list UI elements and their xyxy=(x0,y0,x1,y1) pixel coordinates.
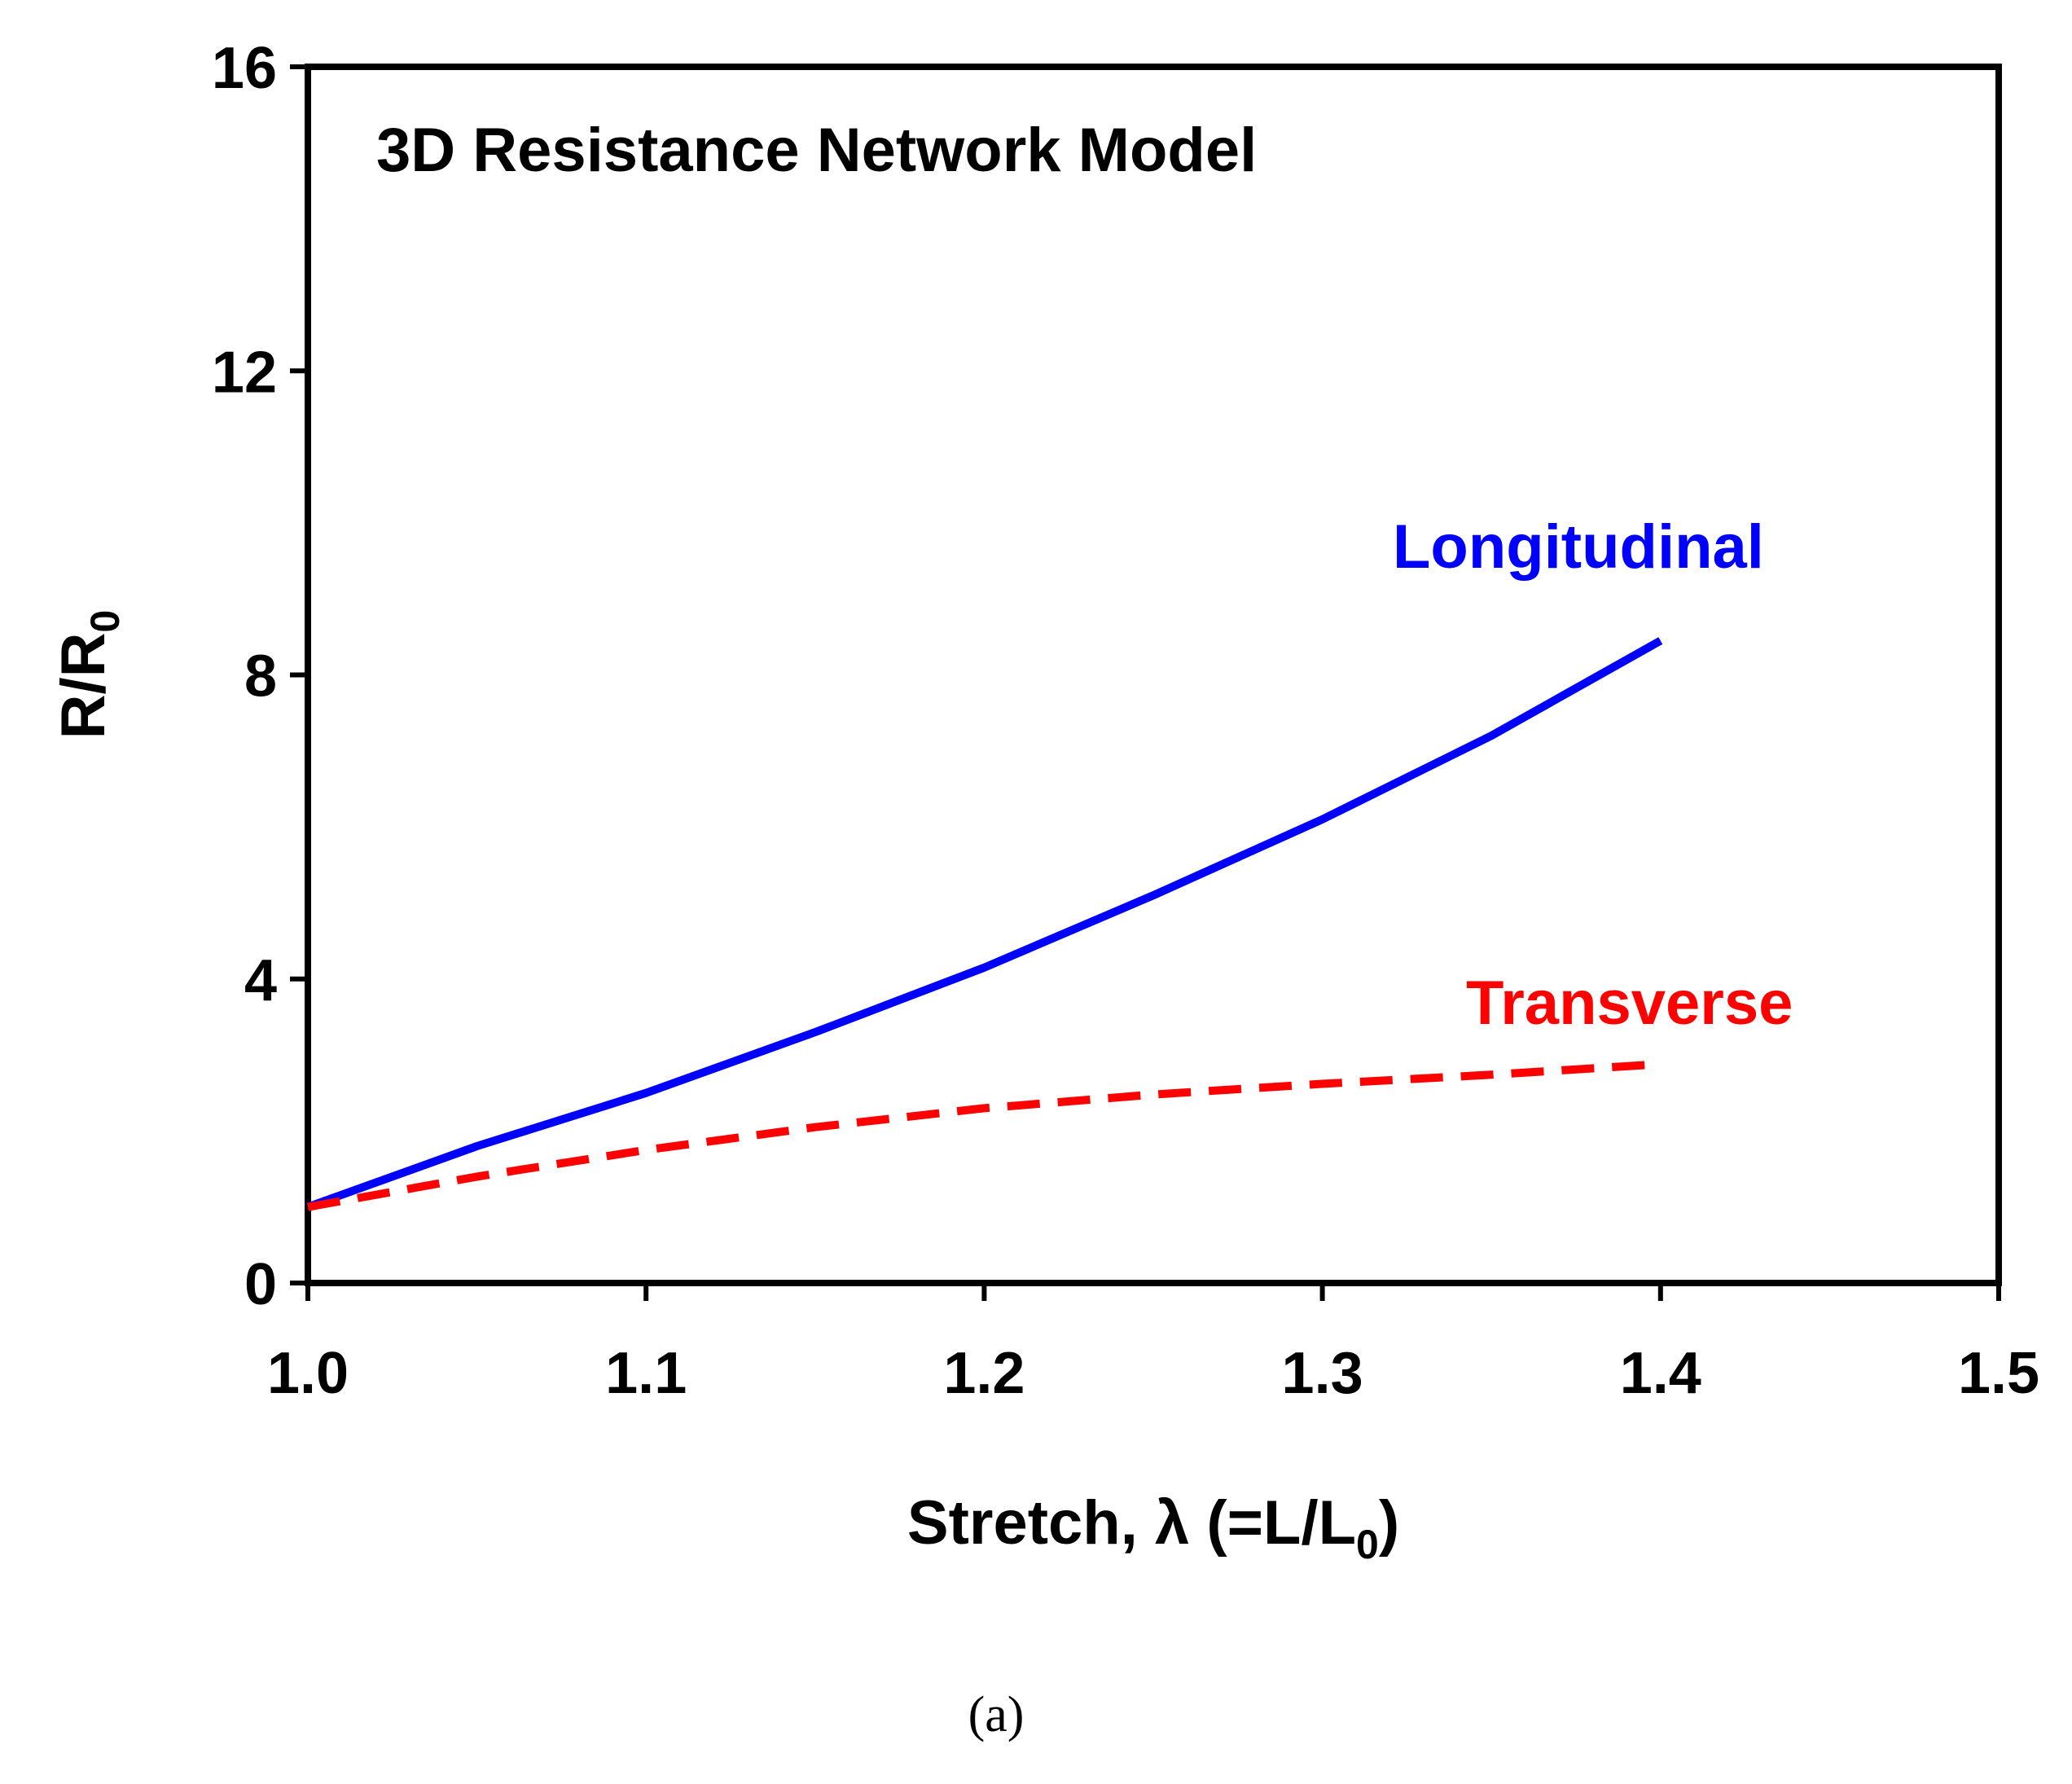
series-label-longitudinal: Longitudinal xyxy=(1393,512,1764,582)
x-axis-label-tail: ) xyxy=(1379,1488,1399,1558)
x-tick-label: 1.3 xyxy=(1282,1341,1363,1406)
series-line-transverse xyxy=(307,1060,1662,1211)
x-tick-label: 1.2 xyxy=(943,1341,1025,1406)
figure-caption: (a) xyxy=(968,1687,1025,1742)
x-axis-label: Stretch, λ (=L/L0) xyxy=(907,1488,1399,1567)
y-tick-label: 12 xyxy=(212,340,277,405)
y-axis-label-subscript: 0 xyxy=(82,610,128,633)
x-tick-label: 1.1 xyxy=(605,1341,687,1406)
y-tick-label: 8 xyxy=(244,644,277,710)
y-tick-label: 16 xyxy=(212,36,277,101)
chart-title: 3D Resistance Network Model xyxy=(376,116,1257,185)
x-tick-label: 1.5 xyxy=(1958,1341,2039,1406)
y-axis-label-main: R/R xyxy=(49,632,118,739)
y-axis-label: R/R0 xyxy=(49,610,128,740)
series-line-longitudinal xyxy=(306,637,1663,1211)
plot-area xyxy=(305,64,2002,1286)
series-label-transverse: Transverse xyxy=(1466,969,1793,1038)
series-layer xyxy=(306,637,1663,1211)
x-axis-label-main: Stretch, λ (=L/L xyxy=(907,1488,1356,1558)
y-axis-ticks: 0 4 8 12 16 xyxy=(212,36,308,1317)
x-axis-label-subscript: 0 xyxy=(1356,1522,1379,1567)
x-tick-label: 1.0 xyxy=(267,1341,349,1406)
x-axis-ticks: 1.0 1.1 1.2 1.3 1.4 1.5 xyxy=(267,1283,2039,1406)
x-tick-label: 1.4 xyxy=(1620,1341,1701,1406)
y-tick-label: 0 xyxy=(244,1252,277,1317)
y-tick-label: 4 xyxy=(244,948,277,1013)
